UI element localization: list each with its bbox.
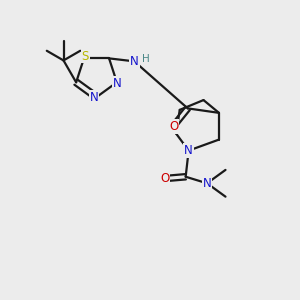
Text: N: N xyxy=(203,177,212,190)
Text: O: O xyxy=(169,120,178,133)
Text: N: N xyxy=(90,91,98,103)
Text: N: N xyxy=(184,144,193,157)
Text: O: O xyxy=(160,172,170,185)
Text: N: N xyxy=(112,77,121,90)
Text: H: H xyxy=(142,54,149,64)
Text: N: N xyxy=(130,55,139,68)
Text: S: S xyxy=(82,50,89,62)
